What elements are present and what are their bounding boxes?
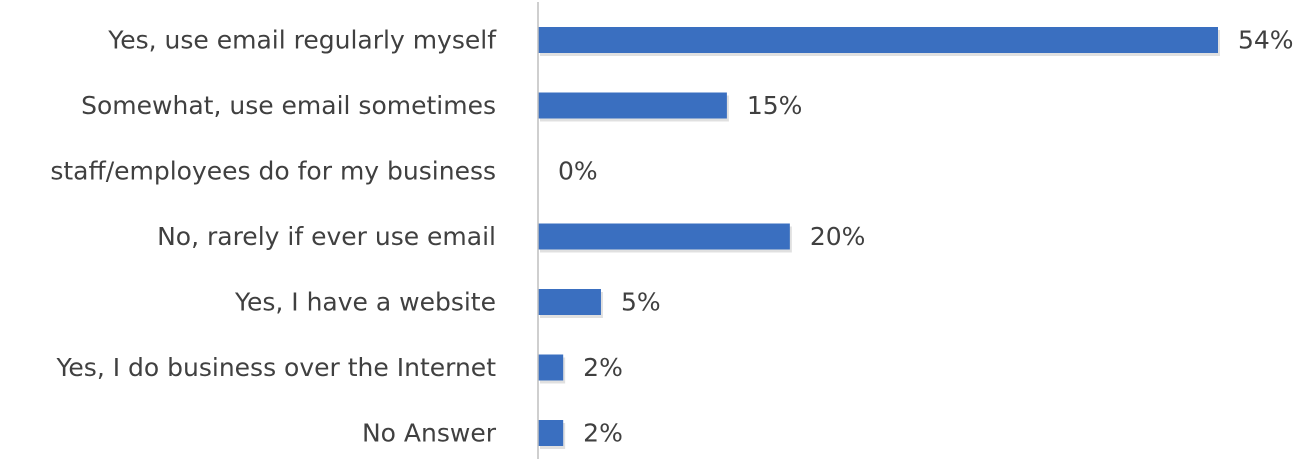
category-label: No, rarely if ever use email (157, 222, 496, 251)
bars (538, 27, 1220, 449)
data-label: 2% (583, 353, 623, 382)
data-label: 5% (621, 288, 661, 317)
bar (538, 27, 1218, 53)
category-labels: Yes, use email regularly myself Somewhat,… (50, 26, 497, 448)
bar (538, 223, 790, 250)
bar (538, 420, 564, 446)
data-label: 54% (1238, 26, 1294, 55)
category-label: No Answer (362, 419, 497, 448)
category-label: Yes, I have a website (234, 288, 496, 317)
data-label: 20% (810, 222, 866, 251)
category-label: Somewhat, use email sometimes (81, 91, 496, 120)
data-label: 15% (747, 91, 803, 120)
value-labels: 54% 15% 0% 20% 5% 2% 2% (558, 26, 1294, 448)
category-label: Yes, I do business over the Internet (55, 353, 496, 382)
category-label: staff/employees do for my business (50, 157, 496, 186)
category-label: Yes, use email regularly myself (107, 26, 497, 55)
data-label: 2% (583, 419, 623, 448)
bar (538, 354, 564, 381)
bar (538, 289, 601, 315)
bar (538, 92, 727, 119)
data-label: 0% (558, 157, 598, 186)
